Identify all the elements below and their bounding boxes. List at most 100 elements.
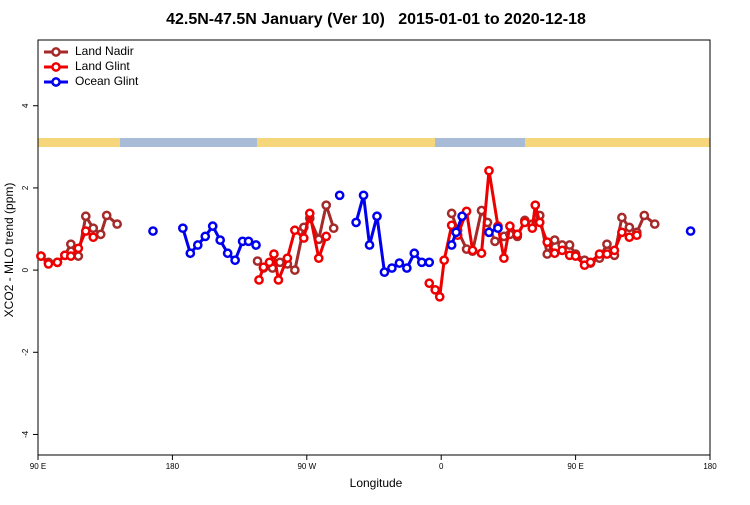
data-point bbox=[264, 257, 275, 268]
data-point bbox=[66, 239, 76, 250]
data-point bbox=[685, 226, 696, 236]
data-point bbox=[493, 223, 503, 234]
data-point bbox=[328, 223, 339, 234]
data-point bbox=[394, 258, 405, 268]
y-tick-label: 0 bbox=[21, 267, 30, 272]
legend-label: Land Nadir bbox=[75, 44, 134, 58]
land-band bbox=[38, 138, 120, 147]
data-point bbox=[451, 227, 461, 238]
data-point bbox=[549, 235, 560, 245]
data-point bbox=[467, 245, 478, 256]
data-point bbox=[313, 253, 324, 264]
plot-frame bbox=[37, 39, 711, 456]
x-tick-label: 90 E bbox=[567, 462, 583, 471]
data-point bbox=[424, 278, 435, 289]
data-point bbox=[36, 251, 46, 261]
x-tick-label: 90 W bbox=[297, 462, 316, 471]
data-point bbox=[557, 245, 568, 256]
data-point bbox=[602, 249, 612, 259]
x-axis-label: Longitude bbox=[350, 476, 403, 490]
data-point bbox=[602, 239, 612, 250]
y-axis-label: XCO2 - MLO trend (ppm) bbox=[2, 183, 16, 318]
data-point bbox=[304, 208, 315, 219]
data-point bbox=[624, 232, 635, 243]
data-point bbox=[321, 200, 332, 211]
data-point bbox=[148, 226, 158, 236]
data-point bbox=[215, 235, 226, 245]
data-point bbox=[282, 253, 293, 264]
data-point bbox=[624, 222, 635, 233]
data-point bbox=[457, 211, 467, 222]
data-point bbox=[207, 221, 218, 231]
data-point bbox=[490, 236, 500, 247]
data-point bbox=[200, 231, 211, 242]
data-point bbox=[542, 249, 553, 259]
data-point bbox=[505, 221, 515, 231]
data-point bbox=[484, 227, 494, 238]
data-point bbox=[43, 259, 54, 269]
y-tick-label: 4 bbox=[21, 103, 30, 108]
data-point bbox=[519, 217, 530, 228]
data-point bbox=[530, 200, 541, 211]
data-point bbox=[80, 226, 91, 236]
chart-title: 42.5N-47.5N January (Ver 10) 2015-01-01 … bbox=[166, 11, 586, 28]
y-tick-label: -4 bbox=[21, 430, 30, 438]
data-point bbox=[66, 251, 76, 261]
data-point bbox=[269, 249, 279, 259]
land-ocean-band bbox=[38, 138, 710, 147]
data-point bbox=[52, 257, 63, 268]
legend-marker bbox=[51, 62, 61, 72]
land-band bbox=[257, 138, 435, 147]
data-point bbox=[334, 190, 345, 201]
data-point bbox=[258, 262, 269, 273]
data-point bbox=[434, 291, 445, 302]
data-point bbox=[534, 217, 545, 228]
land-band bbox=[525, 138, 710, 147]
data-point bbox=[402, 263, 412, 273]
data-point bbox=[512, 229, 523, 240]
data-point bbox=[446, 240, 457, 250]
data-point bbox=[254, 275, 264, 285]
data-point bbox=[321, 231, 332, 242]
data-point bbox=[95, 229, 106, 240]
data-point bbox=[222, 248, 233, 259]
legend-label: Land Glint bbox=[75, 59, 130, 73]
data-point bbox=[243, 236, 254, 247]
data-point bbox=[185, 248, 196, 259]
x-tick-label: 180 bbox=[166, 462, 180, 471]
data-point bbox=[298, 233, 309, 243]
x-tick-label: 90 E bbox=[30, 462, 46, 471]
data-point bbox=[112, 219, 122, 229]
data-point bbox=[585, 257, 596, 268]
data-point bbox=[358, 190, 369, 201]
legend-label: Ocean Glint bbox=[75, 74, 139, 88]
data-point bbox=[101, 210, 112, 221]
data-point bbox=[88, 232, 99, 243]
data-point bbox=[275, 257, 285, 268]
data-point bbox=[364, 240, 375, 250]
data-point bbox=[290, 225, 300, 236]
legend-marker bbox=[51, 77, 61, 87]
data-point bbox=[484, 165, 494, 176]
legend-marker bbox=[51, 47, 61, 57]
data-point bbox=[594, 249, 605, 259]
data-point bbox=[73, 243, 84, 254]
series-line bbox=[40, 203, 656, 272]
data-point bbox=[273, 275, 284, 285]
data-point bbox=[570, 251, 581, 261]
data-point bbox=[230, 255, 240, 266]
data-point bbox=[446, 220, 457, 231]
series-line bbox=[39, 169, 638, 299]
data-point bbox=[252, 256, 263, 266]
x-tick-label: 180 bbox=[703, 462, 717, 471]
data-point bbox=[476, 248, 487, 259]
data-point bbox=[251, 240, 261, 250]
data-point bbox=[631, 230, 642, 241]
data-point bbox=[649, 219, 660, 229]
data-point bbox=[617, 227, 627, 238]
data-point bbox=[416, 257, 427, 268]
data-point bbox=[409, 248, 420, 259]
data-point bbox=[430, 284, 441, 295]
data-point bbox=[527, 223, 538, 234]
